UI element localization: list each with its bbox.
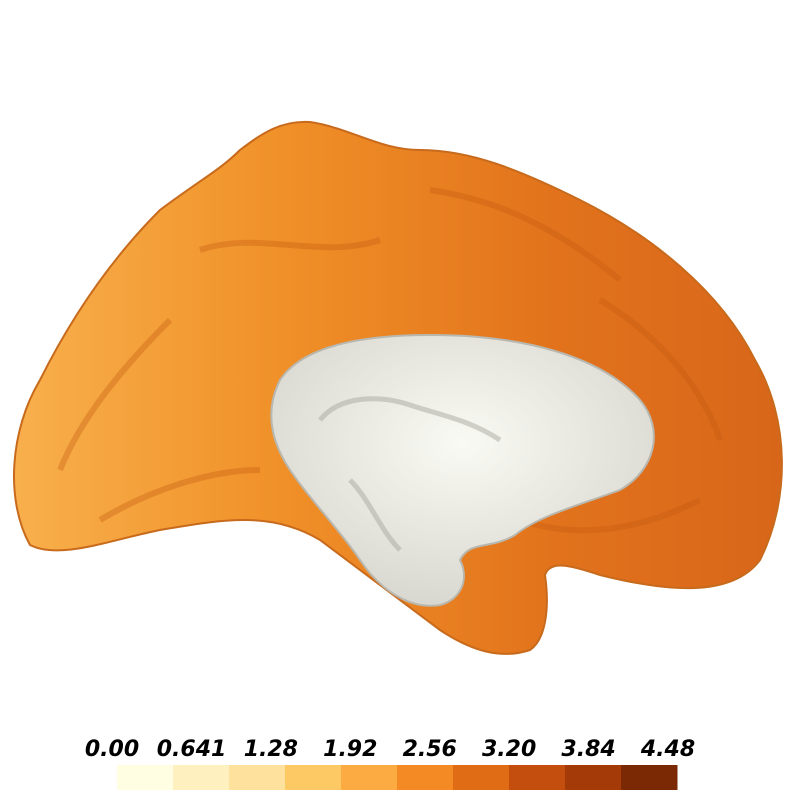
tick-label: 2.56 — [403, 737, 457, 762]
color-swatch — [453, 765, 510, 790]
tick-label: 0.00 — [85, 737, 139, 762]
tick-label: 1.92 — [323, 737, 377, 762]
color-swatch — [621, 765, 678, 790]
color-swatch — [565, 765, 622, 790]
brain-surface — [12, 120, 783, 655]
color-swatch — [173, 765, 230, 790]
tick-label: 0.641 — [157, 737, 227, 762]
sulci — [57, 187, 723, 534]
color-swatch — [117, 765, 174, 790]
color-swatch — [229, 765, 286, 790]
color-swatch — [509, 765, 566, 790]
color-swatch — [397, 765, 454, 790]
color-swatch — [285, 765, 342, 790]
tick-label: 4.48 — [640, 737, 695, 762]
tick-label: 1.28 — [244, 737, 298, 762]
medial-shading — [318, 396, 502, 552]
medial-wall — [270, 333, 655, 607]
colorbar: 0.00 0.641 1.28 1.92 2.56 3.20 3.84 4.48 — [85, 737, 695, 790]
tick-label: 3.20 — [482, 737, 536, 762]
tick-label: 3.84 — [561, 737, 615, 762]
color-swatch — [341, 765, 398, 790]
